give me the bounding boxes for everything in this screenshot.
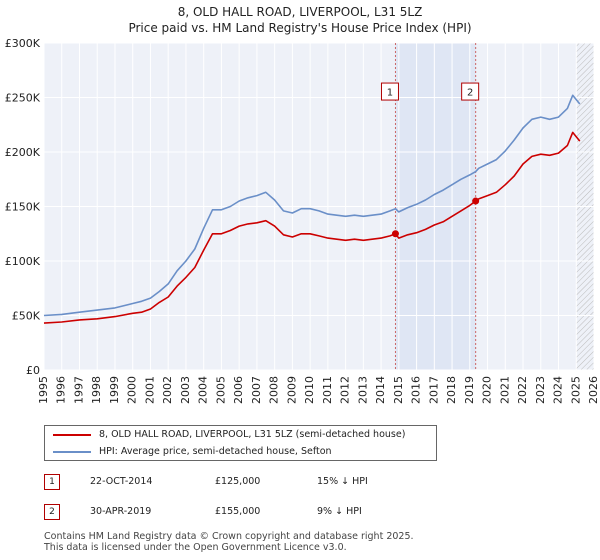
x-tick-label: 2011 [321,376,334,404]
sale-badge-2: 2 [44,504,60,520]
x-tick-label: 2004 [197,376,210,404]
y-tick-label: £50K [12,310,41,323]
x-tick-label: 2003 [179,376,192,404]
y-tick-label: £0 [26,364,40,377]
x-tick-label: 1998 [90,376,103,404]
x-tick-label: 2001 [143,376,156,404]
x-tick-label: 2005 [214,376,227,404]
legend-swatch-hpi [53,451,91,453]
x-tick-label: 2025 [569,376,582,404]
sale-row-2: 2 30-APR-2019 £155,000 9% ↓ HPI [44,504,564,522]
x-tick-label: 2023 [534,376,547,404]
sale-point [391,230,399,238]
sale-row-1: 1 22-OCT-2014 £125,000 15% ↓ HPI [44,474,564,492]
property-price-line [43,131,581,324]
sale-badge-1: 1 [44,474,60,490]
x-tick-label: 2026 [587,376,600,404]
legend-label-hpi: HPI: Average price, semi-detached house,… [99,446,332,457]
footer-copyright: Contains HM Land Registry data © Crown c… [44,531,414,542]
x-tick-label: 2021 [498,376,511,404]
sale-marker-box [380,82,399,101]
x-tick-label: 2018 [445,376,458,404]
x-tick-label: 2007 [250,376,263,404]
legend: 8, OLD HALL ROAD, LIVERPOOL, L31 5LZ (se… [44,425,437,461]
x-tick-label: 2008 [268,376,281,404]
x-tick-label: 2024 [552,376,565,404]
sale-date-1: 22-OCT-2014 [90,476,153,487]
x-tick-label: 2006 [232,376,245,404]
x-tick-label: 2010 [303,376,316,404]
x-tick-label: 1995 [37,376,50,404]
x-tick-label: 2015 [392,376,405,404]
sale-point [472,197,480,205]
x-tick-label: 2002 [161,376,174,404]
sale-marker-label: 1 [387,88,393,99]
sale-date-2: 30-APR-2019 [90,506,152,517]
x-tick-label: 1999 [108,376,121,404]
x-tick-label: 2012 [339,376,352,404]
sale-marker-label: 2 [467,88,473,99]
x-tick-label: 2017 [427,376,440,404]
sale-marker-box [461,82,480,101]
x-tick-label: 1996 [55,376,68,404]
sale-price-2: £155,000 [215,506,261,517]
x-tick-label: 2022 [516,376,529,404]
legend-swatch-property [53,434,91,436]
x-tick-label: 2000 [126,376,139,404]
chart-subtitle: Price paid vs. HM Land Registry's House … [128,21,471,35]
footer-licence: This data is licensed under the Open Gov… [44,542,347,553]
x-tick-label: 2020 [481,376,494,404]
y-tick-label: £250K [5,92,41,105]
sale-hpi-1: 15% ↓ HPI [317,476,368,487]
footer: Contains HM Land Registry data © Crown c… [44,531,414,553]
x-tick-label: 1997 [72,376,85,404]
y-tick-label: £100K [5,255,41,268]
y-tick-label: £150K [5,201,41,214]
y-tick-label: £200K [5,146,41,159]
sale-hpi-2: 9% ↓ HPI [317,506,362,517]
x-tick-label: 2014 [374,376,387,404]
price-chart: 8, OLD HALL ROAD, LIVERPOOL, L31 5LZ Pri… [5,5,600,404]
x-tick-label: 2013 [356,376,369,404]
x-tick-label: 2019 [463,376,476,404]
sale-price-1: £125,000 [215,476,261,487]
hpi-line [43,94,581,317]
x-tick-label: 2009 [285,376,298,404]
chart-title: 8, OLD HALL ROAD, LIVERPOOL, L31 5LZ [178,5,423,19]
legend-label-property: 8, OLD HALL ROAD, LIVERPOOL, L31 5LZ (se… [99,429,406,440]
x-tick-label: 2016 [410,376,423,404]
y-tick-label: £300K [5,37,41,50]
